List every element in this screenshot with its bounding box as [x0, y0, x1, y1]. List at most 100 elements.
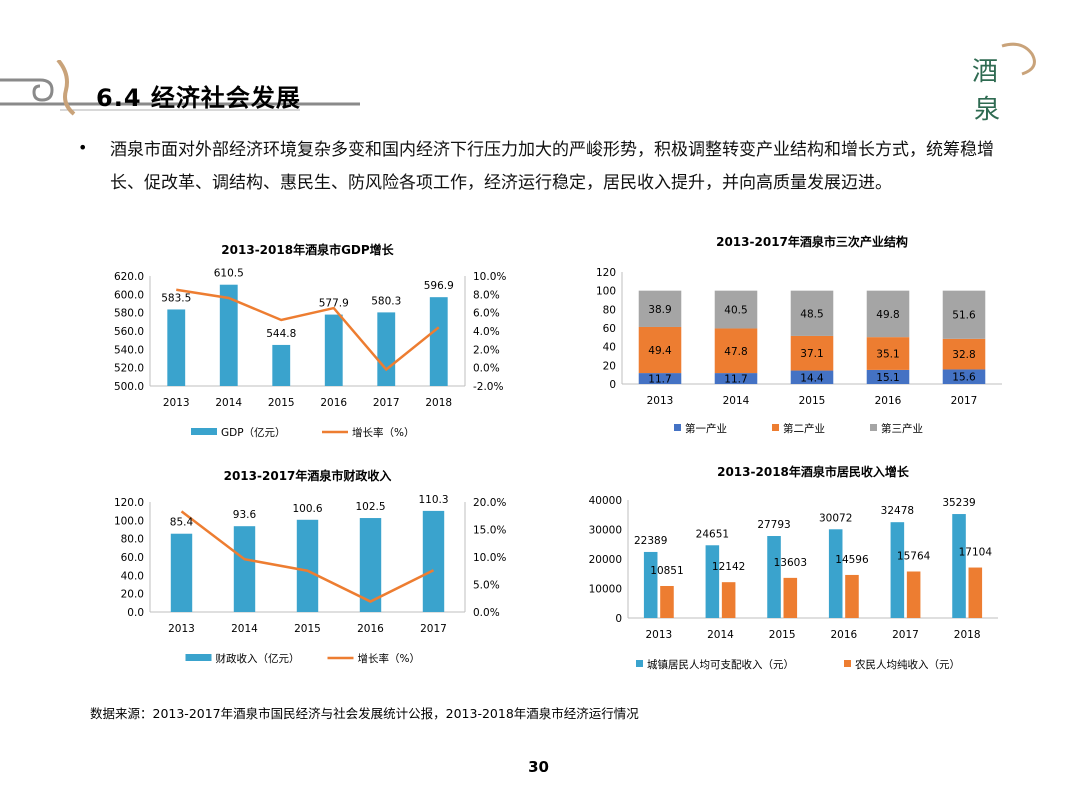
fiscal-chart: 2013-2017年酒泉市财政收入 0.0 20.0 40.0 60.0 80.0 100.… [100, 462, 540, 672]
industry-bar-segment [790, 335, 834, 371]
bullet-dot: • [78, 138, 88, 157]
fiscal-y-tick: 80.0 [121, 534, 144, 546]
fiscal-data-label: 93.6 [233, 509, 257, 521]
gdp-y2-tick: 10.0% [473, 271, 506, 283]
fiscal-bar [233, 526, 256, 612]
gdp-y-tick: 500.0 [114, 381, 144, 393]
gdp-data-label: 610.5 [214, 268, 244, 280]
fiscal-y-tick: 20.0 [121, 589, 144, 601]
industry-bar-segment [866, 337, 910, 370]
gdp-x-tick: 2014 [215, 397, 242, 409]
industry-data-label: 14.4 [800, 372, 824, 384]
fiscal-y2-tick: 15.0% [473, 525, 506, 537]
intro-paragraph: 酒泉市面对外部经济环境复杂多变和国内经济下行压力加大的严峻形势，积极调整转变产业… [110, 140, 994, 193]
gdp-legend-label: 增长率（%） [352, 426, 414, 439]
gdp-data-label: 583.5 [161, 292, 191, 304]
income-legend-label: 城镇居民人均可支配收入（元） [647, 658, 794, 671]
income-chart-title: 2013-2018年酒泉市居民收入增长 [717, 464, 910, 479]
income-y-tick: 0 [615, 613, 622, 625]
industry-data-label: 38.9 [648, 304, 671, 316]
industry-data-label: 32.8 [952, 349, 975, 361]
gdp-growth-line [176, 288, 440, 372]
fiscal-y-tick: 120.0 [114, 497, 144, 509]
income-x-tick: 2017 [892, 629, 919, 641]
income-data-label: 22389 [634, 535, 667, 547]
industry-bar-segment [942, 290, 986, 339]
income-data-label: 35239 [942, 497, 975, 509]
industry-legend-label: 第三产业 [881, 422, 923, 435]
industry-bar-segment [866, 369, 910, 384]
fiscal-x-tick: 2014 [231, 623, 258, 635]
gdp-y-tick: 580.0 [114, 308, 144, 320]
industry-data-label: 37.1 [800, 348, 823, 360]
fiscal-chart-svg: 2013-2017年酒泉市财政收入 0.0 20.0 40.0 60.0 80.0 100.… [114, 468, 506, 665]
industry-data-label: 11.7 [724, 374, 747, 386]
fiscal-y-tick: 40.0 [121, 570, 144, 582]
income-bar [643, 551, 658, 618]
income-chart: 2013-2018年酒泉市居民收入增长 0 10000 20000 30000 40000… [580, 458, 1020, 673]
industry-x-tick: 2013 [647, 395, 674, 407]
industry-bar-segment [790, 370, 834, 384]
income-data-label: 24651 [696, 528, 729, 540]
industry-data-label: 49.8 [876, 309, 899, 321]
income-data-label: 30072 [819, 512, 852, 524]
income-x-tick: 2013 [645, 629, 672, 641]
industry-bar-segment [942, 338, 986, 370]
income-legend-swatch [636, 660, 643, 667]
gdp-data-label: 577.9 [319, 298, 349, 310]
gdp-bar [377, 312, 396, 386]
income-bar [721, 582, 736, 618]
industry-legend-label: 第二产业 [783, 422, 825, 435]
fiscal-bar [170, 533, 193, 612]
industry-y-tick: 120 [596, 267, 616, 279]
income-bar [828, 529, 843, 618]
gdp-x-tick: 2018 [425, 397, 452, 409]
income-x-tick: 2018 [954, 629, 981, 641]
page-number: 30 [528, 758, 549, 776]
industry-legend-swatch [772, 424, 779, 431]
fiscal-legend-label: 财政收入（亿元） [216, 652, 300, 665]
income-data-label: 17104 [959, 547, 993, 559]
income-bar [705, 545, 720, 618]
fiscal-growth-line [180, 510, 435, 603]
gdp-bar [219, 284, 238, 386]
income-chart-svg: 2013-2018年酒泉市居民收入增长 0 10000 20000 30000 40000… [589, 464, 998, 671]
gdp-x-tick: 2017 [373, 397, 400, 409]
gdp-legend-swatch [191, 428, 217, 435]
gdp-bar [324, 314, 343, 386]
industry-x-tick: 2016 [875, 395, 902, 407]
income-data-label: 12142 [712, 561, 745, 573]
gdp-y2-tick: 8.0% [473, 289, 500, 301]
gdp-data-label: 544.8 [266, 328, 296, 340]
industry-bar-segment [638, 326, 682, 374]
income-data-label: 27793 [757, 519, 790, 531]
brush-ornament [56, 60, 76, 116]
gdp-bar [167, 309, 186, 386]
gdp-y2-tick: 6.0% [473, 308, 500, 320]
gdp-y2-tick: 0.0% [473, 363, 500, 375]
gdp-x-tick: 2013 [163, 397, 190, 409]
gdp-chart-svg: 2013-2018年酒泉市GDP增长 500.0 520.0 540.0 560.0 58… [114, 242, 506, 439]
industry-data-label: 35.1 [876, 349, 899, 361]
industry-bar-segment [866, 290, 910, 338]
fiscal-legend-swatch [185, 654, 212, 661]
industry-data-label: 49.4 [648, 345, 672, 357]
gdp-bar [429, 297, 448, 386]
fiscal-x-tick: 2013 [168, 623, 195, 635]
logo-swirl [1001, 42, 1036, 76]
fiscal-x-tick: 2016 [357, 623, 384, 635]
industry-y-tick: 80 [603, 304, 616, 316]
income-y-tick: 40000 [589, 495, 622, 507]
fiscal-data-label: 110.3 [418, 494, 448, 506]
industry-y-tick: 0 [609, 379, 616, 391]
income-legend-swatch [844, 660, 851, 667]
page-title: 6.4 经济社会发展 [96, 84, 301, 112]
fiscal-chart-title: 2013-2017年酒泉市财政收入 [224, 468, 392, 483]
industry-bar-segment [790, 290, 834, 336]
income-y-tick: 30000 [589, 525, 622, 537]
fiscal-data-label: 85.4 [170, 517, 194, 529]
gdp-y-tick: 520.0 [114, 363, 144, 375]
income-bar [968, 567, 983, 618]
income-bar [660, 585, 674, 618]
industry-x-tick: 2015 [799, 395, 826, 407]
